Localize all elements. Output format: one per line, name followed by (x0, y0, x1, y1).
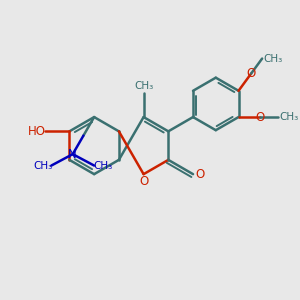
Text: CH₃: CH₃ (134, 81, 153, 91)
Text: HO: HO (27, 125, 45, 138)
Text: CH₃: CH₃ (263, 54, 283, 64)
Text: O: O (247, 67, 256, 80)
Text: N: N (68, 148, 77, 160)
Text: CH₃: CH₃ (33, 160, 52, 171)
Text: CH₃: CH₃ (280, 112, 299, 122)
Text: O: O (255, 111, 265, 124)
Text: O: O (139, 175, 148, 188)
Text: O: O (195, 168, 204, 181)
Text: CH₃: CH₃ (93, 160, 112, 171)
